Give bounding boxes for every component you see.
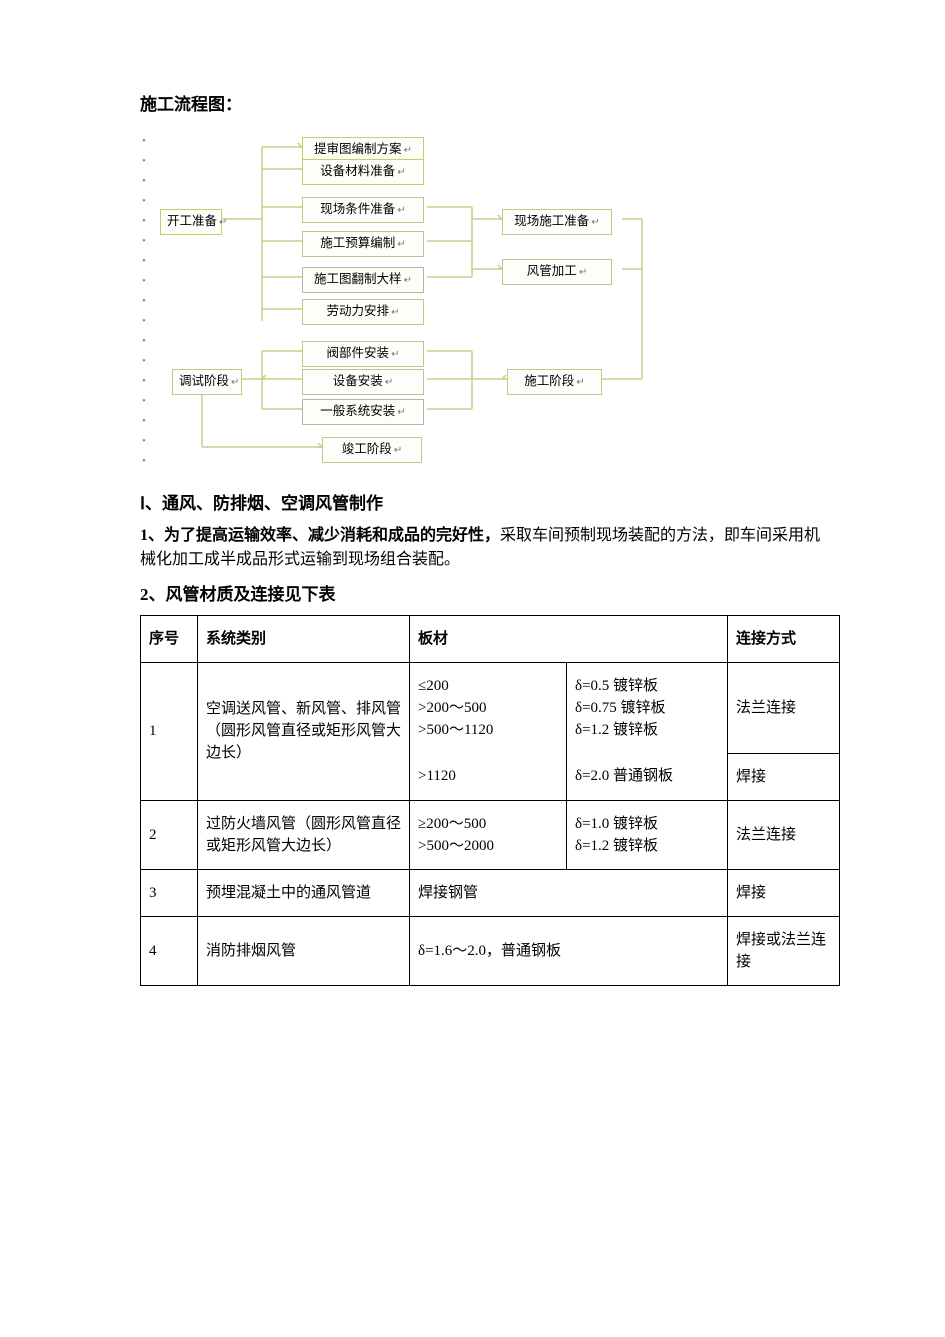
node-label: 现场施工准备 bbox=[514, 214, 589, 228]
enter-icon: ↵ bbox=[391, 349, 399, 360]
enter-icon: ↵ bbox=[576, 377, 584, 388]
node-start: 开工准备↵ bbox=[160, 209, 222, 235]
paragraph-2: 2、风管材质及连接见下表 bbox=[140, 580, 835, 605]
node-final: 竣工阶段↵ bbox=[322, 437, 422, 463]
enter-icon: ↵ bbox=[231, 377, 239, 388]
node-b2: 风管加工↵ bbox=[502, 259, 612, 285]
flowchart: •••• •••• •••• •••• • bbox=[142, 129, 662, 469]
node-label: 开工准备 bbox=[167, 214, 217, 228]
cell-sys: 过防火墙风管（圆形风管直径或矩形风管大边长） bbox=[198, 800, 410, 869]
node-left2: 调试阶段↵ bbox=[172, 369, 242, 395]
table-row: 1 空调送风管、新风管、排风管（圆形风管直径或矩形风管大边长） ≤200 >20… bbox=[141, 663, 840, 754]
enter-icon: ↵ bbox=[591, 217, 599, 228]
cell-sys: 消防排烟风管 bbox=[198, 916, 410, 985]
cell-sys: 预埋混凝土中的通风管道 bbox=[198, 869, 410, 916]
cell-conn: 焊接 bbox=[728, 869, 840, 916]
node-label: 一般系统安装 bbox=[320, 404, 395, 418]
cell-no: 1 bbox=[141, 663, 198, 801]
table-row: 3 预埋混凝土中的通风管道 焊接钢管 焊接 bbox=[141, 869, 840, 916]
enter-icon: ↵ bbox=[391, 307, 399, 318]
cell-size: ≥200～500 >500～2000 bbox=[410, 800, 567, 869]
node-c1: 阀部件安装↵ bbox=[302, 341, 424, 367]
node-label: 提审图编制方案 bbox=[314, 142, 402, 156]
node-c3: 一般系统安装↵ bbox=[302, 399, 424, 425]
cell-mat: δ=1.0 镀锌板 δ=1.2 镀锌板 bbox=[567, 800, 728, 869]
section-header: Ⅰ、通风、防排烟、空调风管制作 bbox=[140, 489, 835, 514]
table-row: 2 过防火墙风管（圆形风管直径或矩形风管大边长） ≥200～500 >500～2… bbox=[141, 800, 840, 869]
node-right2: 施工阶段↵ bbox=[507, 369, 602, 395]
node-label: 竣工阶段 bbox=[342, 442, 392, 456]
para1-bold: 1、为了提高运输效率、减少消耗和成品的完好性， bbox=[140, 527, 500, 544]
enter-icon: ↵ bbox=[404, 275, 412, 286]
node-a6: 劳动力安排↵ bbox=[302, 299, 424, 325]
cell-no: 3 bbox=[141, 869, 198, 916]
node-a4: 施工预算编制↵ bbox=[302, 231, 424, 257]
node-a5: 施工图翻制大样↵ bbox=[302, 267, 424, 293]
node-a2: 设备材料准备↵ bbox=[302, 159, 424, 185]
enter-icon: ↵ bbox=[219, 217, 227, 228]
node-label: 阀部件安装 bbox=[327, 346, 390, 360]
enter-icon: ↵ bbox=[397, 239, 405, 250]
enter-icon: ↵ bbox=[397, 167, 405, 178]
th-conn: 连接方式 bbox=[728, 616, 840, 663]
cell-mat: δ=0.5 镀锌板 δ=0.75 镀锌板 δ=1.2 镀锌板 bbox=[567, 663, 728, 754]
material-table: 序号 系统类别 板材 连接方式 1 空调送风管、新风管、排风管（圆形风管直径或矩… bbox=[140, 615, 840, 986]
cell-mat: 焊接钢管 bbox=[410, 869, 728, 916]
node-c2: 设备安装↵ bbox=[302, 369, 424, 395]
enter-icon: ↵ bbox=[385, 377, 393, 388]
cell-mat: δ=2.0 普通钢板 bbox=[567, 753, 728, 800]
cell-conn: 焊接或法兰连接 bbox=[728, 916, 840, 985]
node-b1: 现场施工准备↵ bbox=[502, 209, 612, 235]
cell-size: >1120 bbox=[410, 753, 567, 800]
page-root: 施工流程图： •••• •••• •••• •••• • bbox=[0, 0, 945, 1337]
table-row: 4 消防排烟风管 δ=1.6～2.0，普通钢板 焊接或法兰连接 bbox=[141, 916, 840, 985]
node-label: 设备安装 bbox=[333, 374, 383, 388]
cell-no: 4 bbox=[141, 916, 198, 985]
node-label: 调试阶段 bbox=[179, 374, 229, 388]
cell-mat: δ=1.6～2.0，普通钢板 bbox=[410, 916, 728, 985]
th-mat: 板材 bbox=[410, 616, 728, 663]
node-label: 现场条件准备 bbox=[320, 202, 395, 216]
node-label: 施工预算编制 bbox=[320, 236, 395, 250]
node-label: 施工阶段 bbox=[524, 374, 574, 388]
cell-size: ≤200 >200～500 >500～1120 bbox=[410, 663, 567, 754]
node-label: 设备材料准备 bbox=[320, 164, 395, 178]
enter-icon: ↵ bbox=[579, 267, 587, 278]
table-header-row: 序号 系统类别 板材 连接方式 bbox=[141, 616, 840, 663]
th-sys: 系统类别 bbox=[198, 616, 410, 663]
enter-icon: ↵ bbox=[397, 407, 405, 418]
cell-conn: 焊接 bbox=[728, 753, 840, 800]
th-no: 序号 bbox=[141, 616, 198, 663]
node-label: 风管加工 bbox=[527, 264, 577, 278]
node-a3: 现场条件准备↵ bbox=[302, 197, 424, 223]
enter-icon: ↵ bbox=[404, 145, 412, 156]
enter-icon: ↵ bbox=[394, 445, 402, 456]
cell-no: 2 bbox=[141, 800, 198, 869]
node-label: 劳动力安排 bbox=[327, 304, 390, 318]
cell-conn: 法兰连接 bbox=[728, 663, 840, 754]
paragraph-1: 1、为了提高运输效率、减少消耗和成品的完好性，采取车间预制现场装配的方法，即车间… bbox=[140, 524, 835, 572]
page-title: 施工流程图： bbox=[140, 90, 835, 115]
node-label: 施工图翻制大样 bbox=[314, 272, 402, 286]
cell-conn: 法兰连接 bbox=[728, 800, 840, 869]
cell-sys: 空调送风管、新风管、排风管（圆形风管直径或矩形风管大边长） bbox=[198, 663, 410, 801]
enter-icon: ↵ bbox=[397, 205, 405, 216]
